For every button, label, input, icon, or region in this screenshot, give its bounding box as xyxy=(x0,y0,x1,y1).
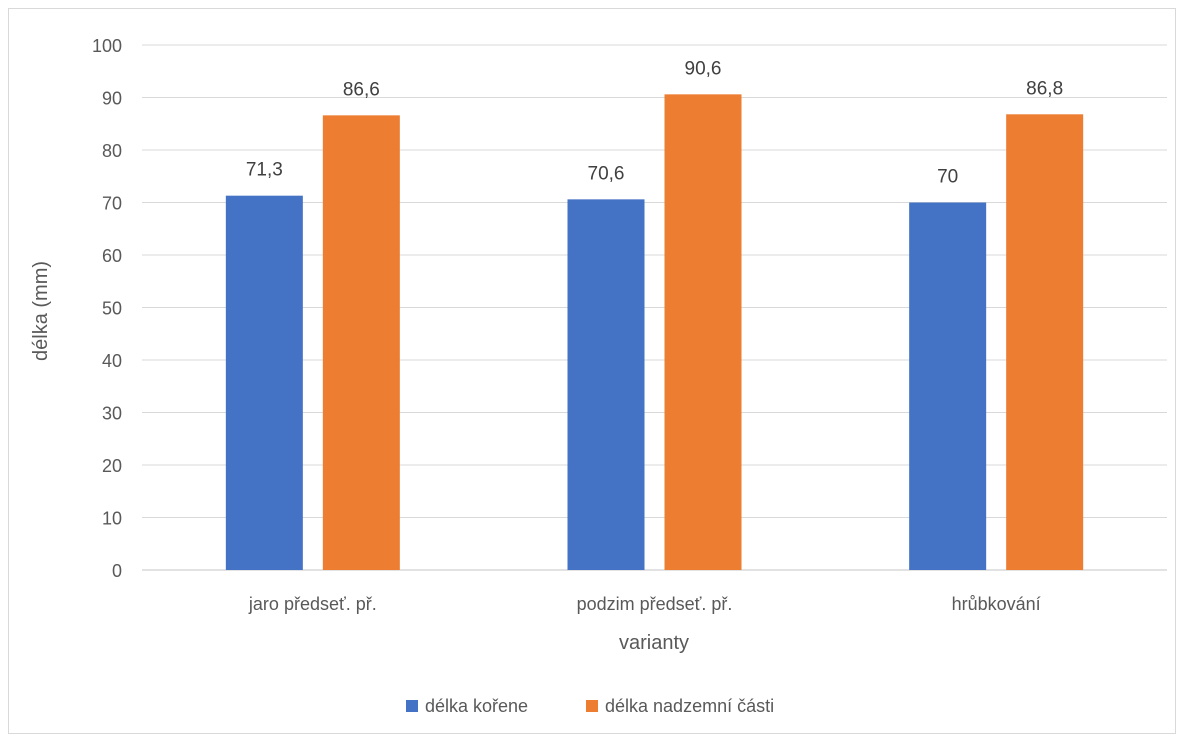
x-tick-label: hrůbkování xyxy=(952,594,1041,614)
bar-koren-0 xyxy=(225,195,303,571)
bar-koren-2 xyxy=(909,202,987,570)
x-tick-label: podzim předseť. př. xyxy=(577,594,733,614)
legend-label: délka kořene xyxy=(425,696,528,716)
bar-nadzemni-1 xyxy=(664,94,742,570)
y-tick-label: 40 xyxy=(102,351,122,371)
x-tick-label: jaro předseť. př. xyxy=(248,594,377,614)
y-tick-labels: 0 10 20 30 40 50 60 70 80 90 100 xyxy=(92,36,122,581)
bar-koren-1 xyxy=(567,199,645,570)
y-tick-label: 90 xyxy=(102,89,122,109)
y-tick-label: 20 xyxy=(102,456,122,476)
data-label: 86,8 xyxy=(1026,78,1063,99)
legend-swatch xyxy=(586,700,598,712)
data-label: 70 xyxy=(937,167,958,188)
data-label: 71,3 xyxy=(246,160,283,181)
chart-frame: 0 10 20 30 40 50 60 70 80 90 100 71,3 86,6 70,6 90,6 7… xyxy=(8,8,1176,734)
legend-swatch xyxy=(406,700,418,712)
y-tick-label: 30 xyxy=(102,404,122,424)
data-label: 86,6 xyxy=(343,79,380,100)
y-tick-label: 80 xyxy=(102,141,122,161)
legend-label: délka nadzemní části xyxy=(605,696,774,716)
bars xyxy=(225,94,1084,571)
bar-nadzemni-2 xyxy=(1006,114,1084,571)
bar-nadzemni-0 xyxy=(322,115,400,570)
legend: délka kořene délka nadzemní části xyxy=(406,696,774,716)
data-labels: 71,3 86,6 70,6 90,6 70 86,8 xyxy=(246,58,1063,187)
y-axis-label: délka (mm) xyxy=(30,261,52,361)
y-tick-label: 50 xyxy=(102,299,122,319)
y-tick-label: 100 xyxy=(92,36,122,56)
y-tick-label: 10 xyxy=(102,509,122,529)
x-tick-labels: jaro předseť. př. podzim předseť. př. hrůb… xyxy=(248,594,1041,614)
gridlines xyxy=(142,44,1167,571)
data-label: 70,6 xyxy=(588,163,625,184)
x-axis-label: varianty xyxy=(619,632,689,654)
y-tick-label: 60 xyxy=(102,246,122,266)
y-tick-label: 0 xyxy=(112,561,122,581)
y-tick-label: 70 xyxy=(102,194,122,214)
data-label: 90,6 xyxy=(685,58,722,79)
